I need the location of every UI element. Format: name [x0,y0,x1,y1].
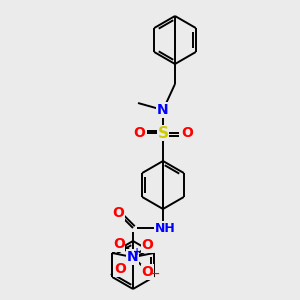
Text: +: + [133,247,141,257]
Text: O: O [141,238,153,252]
Text: NH: NH [154,221,176,235]
Text: O: O [113,237,125,251]
Text: O: O [133,126,145,140]
Text: N: N [126,250,138,264]
Text: O: O [181,126,193,140]
Text: O: O [112,206,124,220]
Text: S: S [158,125,169,140]
Text: N: N [157,103,169,117]
Text: −: − [151,269,160,279]
Text: O: O [141,265,153,279]
Text: O: O [114,262,126,276]
